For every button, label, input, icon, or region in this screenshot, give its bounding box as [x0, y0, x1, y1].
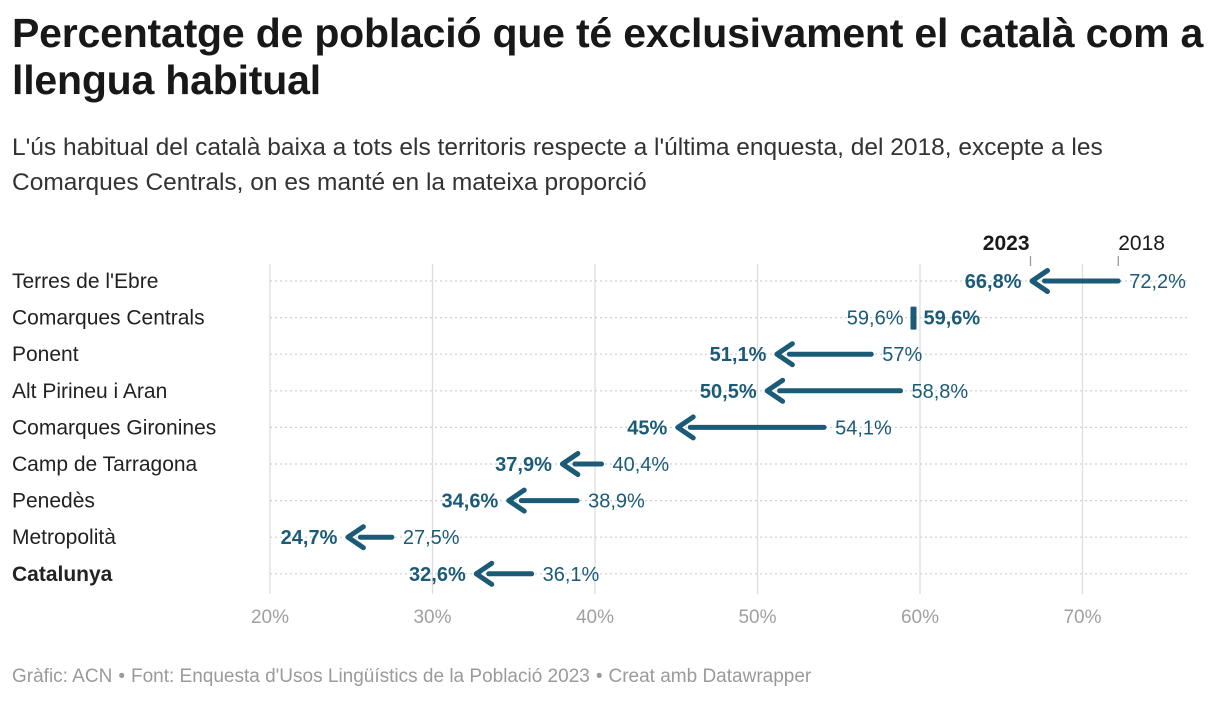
value-2023: 32,6% [409, 564, 466, 586]
value-2023: 37,9% [495, 454, 552, 476]
legend-2018: 2018 [1118, 232, 1165, 255]
chart-title: Percentatge de població que té exclusiva… [12, 10, 1204, 103]
row-label-terres-de-l-ebre: Terres de l'Ebre [12, 270, 158, 293]
value-2018: 57% [882, 344, 922, 366]
arrow-head [559, 451, 581, 477]
value-2023: 45% [627, 417, 667, 439]
row-label-comarques-centrals: Comarques Centrals [12, 307, 205, 330]
row-label-metropolita: Metropolità [12, 526, 116, 549]
legend-2023: 2023 [983, 232, 1030, 255]
row-label-camp-de-tarragona: Camp de Tarragona [12, 453, 198, 476]
row-label-alt-pirineu-i-aran: Alt Pirineu i Aran [12, 380, 167, 403]
arrow-chart: 20% 30% 40% 50% 60% 70% 2023 2018 Terres de l'Eb… [12, 232, 1190, 628]
x-tick-label: 20% [251, 607, 289, 628]
x-tick-label: 70% [1063, 607, 1101, 628]
value-2023: 24,7% [281, 527, 338, 549]
value-2018: 27,5% [403, 527, 460, 549]
value-2018: 59,6% [847, 308, 904, 330]
footer-graphic-credit: Gràfic: ACN [12, 666, 113, 687]
chart-footer: Gràfic: ACN • Font: Enquesta d'Usos Lingüí… [12, 666, 811, 688]
chart-subtitle: L'ús habitual del català baixa a tots el… [12, 134, 1103, 196]
x-tick-label: 60% [901, 607, 939, 628]
arrow-head [473, 560, 495, 587]
value-2018: 40,4% [613, 454, 670, 476]
value-2023: 59,6% [924, 308, 981, 330]
value-2018: 58,8% [912, 381, 969, 403]
value-2023: 34,6% [442, 491, 499, 513]
arrow-head [345, 524, 366, 551]
value-2018: 36,1% [543, 564, 600, 586]
value-2023: 50,5% [700, 381, 757, 403]
row-label-penedes: Penedès [12, 490, 95, 513]
footer-separator: • [595, 666, 603, 687]
x-tick-label: 40% [576, 607, 614, 628]
row-label-ponent: Ponent [12, 343, 79, 366]
arrow-head [774, 341, 795, 368]
arrow-head [506, 487, 527, 514]
x-tick-label: 50% [738, 607, 776, 628]
value-2018: 72,2% [1129, 271, 1186, 293]
footer-separator: • [118, 666, 125, 687]
no-change-marker [910, 306, 917, 330]
arrow-head [1029, 268, 1050, 294]
value-2018: 54,1% [835, 417, 892, 439]
footer-source: Font: Enquesta d'Usos Lingüístics de la … [130, 666, 590, 687]
value-2018: 38,9% [588, 491, 645, 513]
row-label-catalunya: Catalunya [12, 563, 113, 586]
arrow-head [675, 414, 696, 441]
value-2023: 66,8% [965, 271, 1022, 293]
arrow-head [764, 377, 786, 404]
footer-tool-credit: Creat amb Datawrapper [608, 666, 812, 687]
value-2023: 51,1% [710, 344, 767, 366]
row-label-comarques-gironines: Comarques Gironines [12, 416, 216, 439]
x-tick-label: 30% [413, 607, 451, 628]
